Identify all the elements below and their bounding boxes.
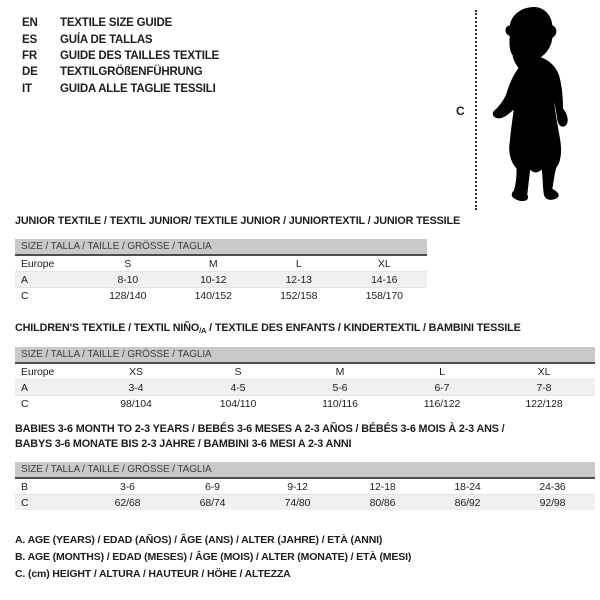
size-header-bar: SIZE / TALLA / TAILLE / GRÖSSE / TAGLIA [15, 462, 595, 479]
size-cell: XL [537, 365, 551, 378]
legend-notes: A. AGE (YEARS) / EDAD (AÑOS) / ÂGE (ANS)… [15, 532, 411, 583]
row-label: Europe [21, 257, 55, 270]
size-cell: M [335, 365, 345, 378]
language-title: GUIDA ALLE TAGLIE TESSILI [60, 82, 216, 95]
height-cell: 116/122 [423, 397, 461, 410]
children-title-pre: CHILDREN'S TEXTILE / TEXTIL NIÑO [15, 322, 200, 334]
height-cell: 104/110 [219, 397, 257, 410]
language-code: IT [22, 82, 32, 95]
children-section-title: CHILDREN'S TEXTILE / TEXTIL NIÑO/A / TEX… [15, 321, 521, 338]
children-title-subscript: /A [199, 326, 207, 335]
age-cell: 3-6 [120, 480, 135, 493]
age-cell: 9-12 [287, 480, 308, 493]
note-age-years: A. AGE (YEARS) / EDAD (AÑOS) / ÂGE (ANS)… [15, 534, 383, 546]
row-label: C [21, 289, 29, 302]
age-cell: 10-12 [200, 273, 227, 286]
row-label: B [21, 480, 28, 493]
height-cell: 98/104 [120, 397, 152, 410]
height-cell: 74/80 [284, 496, 311, 509]
size-cell: L [439, 365, 445, 378]
age-cell: 6-7 [434, 381, 450, 394]
table-row-height: C 62/68 68/74 74/80 80/86 86/92 92/98 [15, 495, 595, 510]
age-cell: 12-13 [285, 273, 312, 286]
babies-section-title: BABIES 3-6 MONTH TO 2-3 YEARS / BEBÉS 3-… [15, 422, 505, 452]
height-cell: 140/152 [194, 289, 232, 302]
table-row-age: A 3-4 4-5 5-6 6-7 7-8 [15, 380, 595, 396]
table-row-europe: Europe S M L XL [15, 256, 427, 272]
age-cell: 3-4 [128, 381, 144, 394]
babies-title-line-2: BABYS 3-6 MONATE BIS 2-3 JAHRE / BAMBINI… [15, 438, 352, 450]
size-cell: S [234, 365, 242, 378]
note-height: C. (cm) HEIGHT / ALTURA / HAUTEUR / HÖHE… [15, 568, 291, 580]
age-cell: 7-8 [536, 381, 552, 394]
row-label: A [21, 273, 28, 286]
size-header-bar: SIZE / TALLA / TAILLE / GRÖSSE / TAGLIA [15, 347, 595, 364]
height-cell: 68/74 [199, 496, 226, 509]
height-dotted-line [475, 10, 477, 210]
size-header-bar: SIZE / TALLA / TAILLE / GRÖSSE / TAGLIA [15, 239, 427, 256]
table-row-height: C 128/140 140/152 152/158 158/170 [15, 288, 427, 303]
row-label: Europe [21, 365, 55, 378]
age-cell: 6-9 [205, 480, 220, 493]
height-label-c: C [456, 104, 465, 118]
language-code: ES [22, 33, 37, 46]
note-age-months: B. AGE (MONTHS) / EDAD (MESES) / ÂGE (MO… [15, 551, 412, 563]
language-row-it: IT GUIDA ALLE TAGLIE TESSILI [22, 81, 219, 97]
babies-title-line-1: BABIES 3-6 MONTH TO 2-3 YEARS / BEBÉS 3-… [15, 423, 505, 435]
size-table-junior: SIZE / TALLA / TAILLE / GRÖSSE / TAGLIA … [15, 239, 427, 303]
language-title: GUIDE DES TAILLES TEXTILE [60, 49, 219, 62]
language-code: EN [22, 17, 38, 30]
height-figure: C [448, 4, 594, 216]
size-cell: XS [129, 365, 143, 378]
age-cell: 4-5 [230, 381, 246, 394]
row-label: A [21, 381, 28, 394]
age-cell: 8-10 [117, 273, 139, 286]
age-cell: 14-16 [371, 273, 398, 286]
height-cell: 122/128 [525, 397, 563, 410]
age-cell: 18-24 [454, 480, 481, 493]
table-row-age-months: B 3-6 6-9 9-12 12-18 18-24 24-36 [15, 479, 595, 495]
language-title: TEXTILGRÖßENFÜHRUNG [60, 66, 203, 79]
language-title: GUÍA DE TALLAS [60, 33, 153, 46]
table-row-age: A 8-10 10-12 12-13 14-16 [15, 272, 427, 288]
height-cell: 92/98 [539, 496, 566, 509]
size-table-babies: SIZE / TALLA / TAILLE / GRÖSSE / TAGLIA … [15, 462, 595, 510]
height-cell: 110/116 [322, 397, 358, 410]
age-cell: 12-18 [369, 480, 396, 493]
size-table-children: SIZE / TALLA / TAILLE / GRÖSSE / TAGLIA … [15, 347, 595, 411]
height-cell: 158/170 [365, 289, 403, 302]
language-title: TEXTILE SIZE GUIDE [60, 17, 173, 30]
language-code: FR [22, 49, 37, 62]
language-code: DE [22, 66, 38, 79]
height-cell: 152/158 [280, 289, 318, 302]
age-cell: 24-36 [539, 480, 566, 493]
size-cell: XL [377, 257, 391, 270]
size-cell: S [124, 257, 132, 270]
height-cell: 62/68 [114, 496, 141, 509]
age-cell: 5-6 [332, 381, 348, 394]
table-row-height: C 98/104 104/110 110/116 116/122 122/128 [15, 396, 595, 411]
size-cell: M [208, 257, 218, 270]
children-title-post: / TEXTILE DES ENFANTS / KINDERTEXTIL / B… [206, 322, 521, 334]
height-cell: 80/86 [369, 496, 396, 509]
height-cell: 86/92 [454, 496, 481, 509]
row-label: C [21, 496, 29, 509]
language-row-es: ES GUÍA DE TALLAS [22, 31, 219, 47]
toddler-silhouette-icon [492, 6, 568, 202]
language-list: EN TEXTILE SIZE GUIDE ES GUÍA DE TALLAS … [22, 15, 219, 97]
height-cell: 128/140 [109, 289, 147, 302]
row-label: C [21, 397, 29, 410]
language-row-fr: FR GUIDE DES TAILLES TEXTILE [22, 48, 219, 64]
language-row-de: DE TEXTILGRÖßENFÜHRUNG [22, 64, 219, 80]
language-row-en: EN TEXTILE SIZE GUIDE [22, 15, 219, 31]
table-row-europe: Europe XS S M L XL [15, 364, 595, 380]
size-cell: L [295, 257, 302, 270]
junior-section-title: JUNIOR TEXTILE / TEXTIL JUNIOR/ TEXTILE … [15, 215, 461, 227]
